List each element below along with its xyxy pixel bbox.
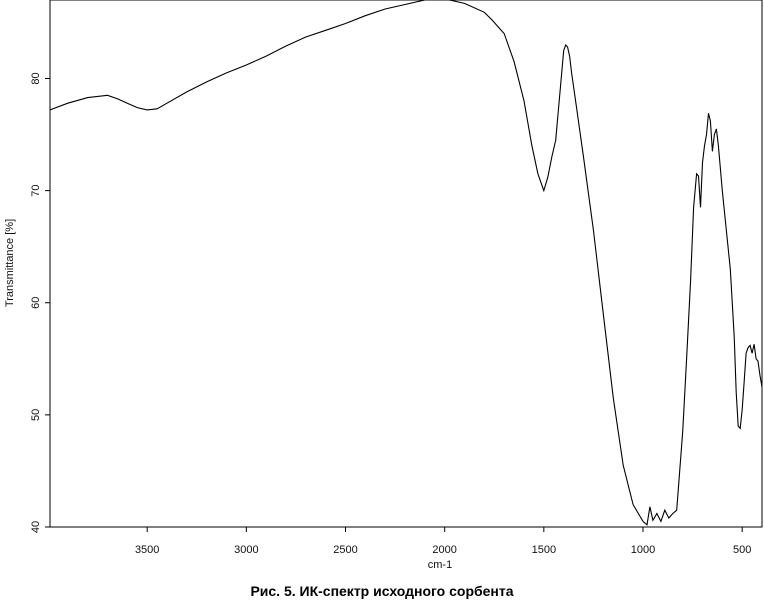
x-axis-ticks: 3500 3000 2500 2000 1500 1000 500 xyxy=(135,527,751,556)
y-tick-label: 60 xyxy=(30,297,42,309)
x-tick-label: 1500 xyxy=(532,544,556,556)
y-axis-ticks: 40 50 60 70 80 xyxy=(30,72,50,533)
x-tick-label: 3500 xyxy=(135,544,159,556)
y-tick-label: 50 xyxy=(30,409,42,421)
x-tick-label: 1000 xyxy=(631,544,655,556)
spectrum-line xyxy=(49,0,763,526)
x-tick-label: 3000 xyxy=(234,544,258,556)
x-axis-label: cm-1 xyxy=(428,559,452,571)
plot-frame xyxy=(49,0,763,528)
figure-caption: Рис. 5. ИК-спектр исходного сорбента xyxy=(250,583,514,599)
y-tick-label: 80 xyxy=(30,72,42,84)
y-tick-label: 40 xyxy=(30,521,42,533)
x-tick-label: 500 xyxy=(733,544,751,556)
x-tick-label: 2500 xyxy=(333,544,357,556)
y-axis-label: Transmittance [%] xyxy=(4,219,16,307)
x-tick-label: 2000 xyxy=(432,544,456,556)
y-tick-label: 70 xyxy=(30,184,42,196)
ir-spectrum-chart: 3500 3000 2500 2000 1500 1000 500 40 50 60 70 80 c… xyxy=(4,0,763,571)
